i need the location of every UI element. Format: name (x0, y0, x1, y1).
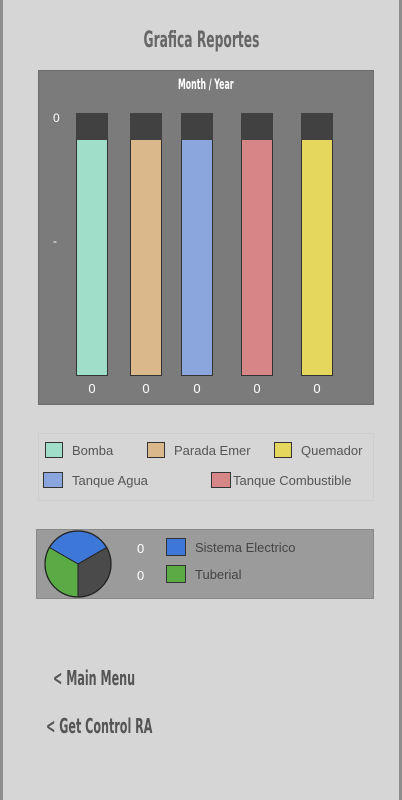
y-tick-label: 0 (53, 111, 60, 125)
bar-bomba (76, 140, 108, 376)
legend-swatch (147, 442, 165, 458)
pie-value: 0 (137, 541, 145, 556)
legend-swatch (43, 472, 63, 488)
bar-value-label: 0 (88, 381, 96, 396)
bar-quemador (301, 140, 333, 376)
legend-label: Tanque Agua (72, 472, 148, 488)
bar-background (181, 113, 213, 140)
legend-item-tanque-agua: Tanque Agua (43, 472, 148, 488)
legend-swatch (166, 538, 186, 556)
legend-swatch (211, 472, 231, 488)
legend-swatch (274, 442, 292, 458)
left-border (0, 0, 3, 800)
bar-background (241, 113, 273, 140)
legend-swatch (166, 565, 186, 583)
legend-label: Sistema Electrico (195, 539, 296, 555)
y-tick-label: - (53, 234, 57, 248)
right-border (399, 0, 402, 800)
page-title: Grafica Reportes (143, 28, 259, 53)
pie-legend-item-sistema-electrico: Sistema Electrico (166, 538, 295, 556)
bar-parada-emer (130, 140, 162, 376)
legend-label: Tuberial (195, 566, 242, 582)
bar-value-label: 0 (193, 381, 201, 396)
bar-tanque-combustible (241, 140, 273, 376)
legend-label: Tanque Combustible (233, 472, 352, 488)
legend-item-tanque-combustible: Tanque Combustible (211, 472, 352, 488)
main-menu-button[interactable]: < Main Menu (53, 666, 136, 690)
pie-value: 0 (137, 568, 145, 583)
legend-swatch (45, 442, 63, 458)
legend-item-parada-emer: Parada Emer (147, 442, 251, 458)
legend-label: Bomba (72, 442, 114, 458)
chart-legend: Bomba Parada Emer Quemador Tanque Agua T… (38, 433, 374, 501)
bar-background (130, 113, 162, 140)
pie-chart (44, 530, 112, 598)
pie-chart-panel: 0 Sistema Electrico 0 Tuberial (36, 529, 374, 599)
chart-title: Month / Year (178, 77, 234, 93)
legend-item-bomba: Bomba (45, 442, 113, 458)
bar-value-label: 0 (142, 381, 150, 396)
bar-background (76, 113, 108, 140)
bar-background (301, 113, 333, 140)
legend-label: Quemador (301, 442, 363, 458)
bar-value-label: 0 (253, 381, 261, 396)
legend-label: Parada Emer (174, 442, 251, 458)
bar-tanque-agua (181, 140, 213, 376)
pie-legend-item-tuberial: Tuberial (166, 565, 241, 583)
legend-item-quemador: Quemador (274, 442, 362, 458)
get-control-ra-button[interactable]: < Get Control RA (46, 714, 153, 738)
bar-value-label: 0 (313, 381, 321, 396)
pie-outline (44, 530, 112, 598)
bar-chart: Month / Year 0 - 0 0 0 0 0 (38, 70, 374, 405)
